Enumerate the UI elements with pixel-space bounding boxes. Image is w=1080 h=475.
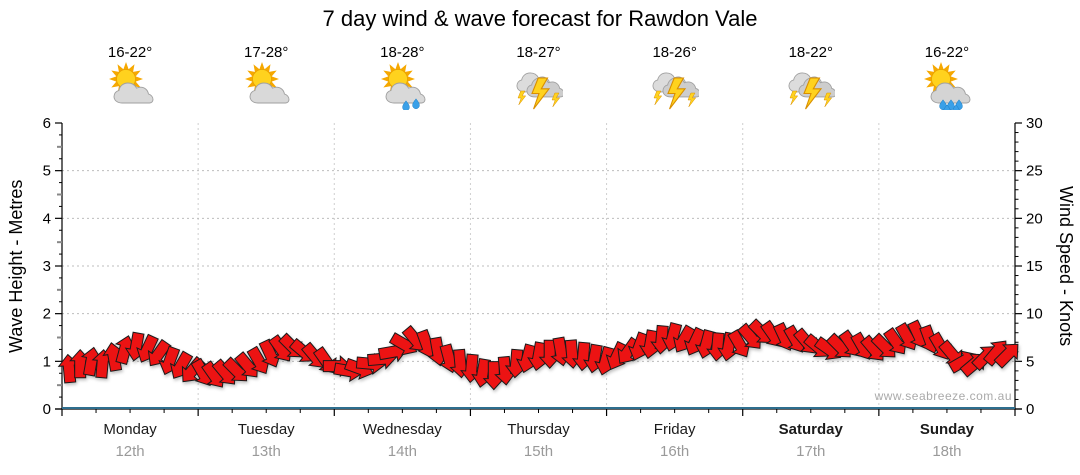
day-date: 13th — [251, 443, 281, 460]
raindrop-icon — [412, 98, 420, 109]
wind-arrow-series — [57, 318, 1019, 391]
day-temperature: 18-27° — [516, 44, 561, 61]
heavy-showers-icon — [923, 62, 971, 110]
day-date: 17th — [796, 443, 826, 460]
day-temperature: 18-28° — [380, 44, 425, 61]
left-tick-label: 3 — [43, 258, 51, 275]
lightning-bolt-icon — [789, 90, 798, 106]
day-name: Tuesday — [237, 421, 295, 438]
right-tick-label: 10 — [1026, 306, 1043, 323]
right-tick-label: 15 — [1026, 258, 1043, 275]
day-name: Wednesday — [362, 421, 442, 438]
raindrop-icon — [943, 104, 951, 110]
day-date: 18th — [932, 443, 962, 460]
watermark: www.seabreeze.com.au — [874, 389, 1012, 403]
raindrop-icon — [947, 99, 955, 110]
day-temperature: 16-22° — [107, 44, 153, 61]
day-name: Sunday — [919, 421, 975, 438]
right-tick-label: 0 — [1026, 401, 1034, 418]
storm-icon — [788, 72, 835, 110]
cloud — [249, 82, 290, 104]
day-temperature: 16-22° — [924, 44, 970, 61]
lightning-bolt-icon — [653, 90, 662, 106]
raindrop-icon — [402, 100, 410, 110]
day-date: 15th — [523, 443, 554, 460]
cloud — [930, 82, 971, 104]
right-tick-label: 20 — [1026, 210, 1043, 227]
right-axis-label: Wind Speed - Knots — [1056, 185, 1076, 347]
left-tick-label: 1 — [43, 353, 51, 370]
lightning-bolt-icon — [802, 77, 822, 110]
day-name: Saturday — [778, 421, 843, 438]
partly-cloudy-icon — [245, 62, 290, 104]
left-tick-label: 5 — [43, 163, 51, 180]
left-tick-label: 0 — [43, 401, 51, 418]
day-name: Friday — [653, 421, 696, 438]
right-tick-label: 30 — [1026, 115, 1043, 132]
lightning-bolt-icon — [687, 92, 696, 108]
day-date: 16th — [660, 443, 690, 460]
lightning-bolt-icon — [551, 92, 560, 108]
day-temperature: 18-26° — [652, 44, 697, 61]
left-tick-label: 6 — [43, 115, 51, 132]
day-date: 14th — [387, 443, 417, 460]
cloud — [385, 82, 426, 104]
day-temperature: 18-22° — [788, 44, 833, 61]
day-name: Monday — [103, 421, 157, 438]
day-date: 12th — [115, 443, 145, 460]
day-name: Thursday — [507, 421, 570, 438]
cloud — [113, 82, 154, 104]
partly-cloudy-icon — [109, 62, 154, 104]
lightning-bolt-icon — [530, 77, 550, 110]
left-tick-label: 2 — [43, 306, 51, 323]
lightning-bolt-icon — [517, 90, 526, 106]
storm-icon — [516, 72, 563, 110]
wind-arrow — [605, 340, 629, 370]
right-tick-label: 5 — [1026, 353, 1034, 370]
sun-showers-icon — [381, 62, 426, 110]
left-tick-label: 4 — [43, 210, 51, 227]
wind-arrow — [993, 343, 1019, 369]
raindrop-icon — [939, 99, 947, 110]
day-temperature: 17-28° — [244, 44, 289, 61]
chart-title: 7 day wind & wave forecast for Rawdon Va… — [322, 6, 758, 31]
lightning-bolt-icon — [823, 92, 832, 108]
lightning-bolt-icon — [666, 77, 686, 110]
storm-icon — [652, 72, 699, 110]
raindrop-icon — [952, 104, 960, 110]
right-tick-label: 25 — [1026, 163, 1043, 180]
